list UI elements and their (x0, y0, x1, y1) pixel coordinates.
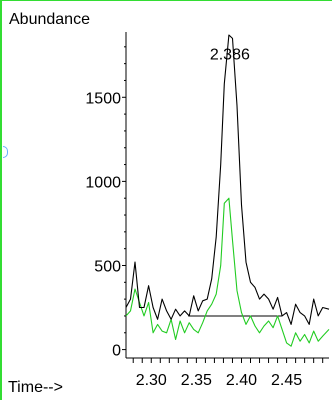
labels-group: Abundance Time--> 2.386 (8, 11, 250, 396)
x-tick-label: 2.40 (226, 372, 257, 389)
peak-annotation: 2.386 (210, 47, 250, 64)
y-tick-label: 1500 (85, 90, 121, 107)
x-tick-label: 2.35 (181, 372, 212, 389)
x-tick-label: 2.30 (136, 372, 167, 389)
x-axis-label: Time--> (8, 379, 63, 396)
series-green-line (125, 197, 330, 347)
x-tick-label: 2.45 (271, 372, 302, 389)
ticks-group: 0 500 1000 1500 2.30 2.35 2.40 2.45 (85, 46, 324, 389)
y-tick-label: 1000 (85, 174, 121, 191)
y-tick-label: 500 (94, 258, 121, 275)
series-layer (125, 34, 330, 347)
y-axis-label: Abundance (9, 11, 90, 28)
series-black-line (125, 34, 330, 325)
y-tick-label: 0 (112, 343, 121, 360)
